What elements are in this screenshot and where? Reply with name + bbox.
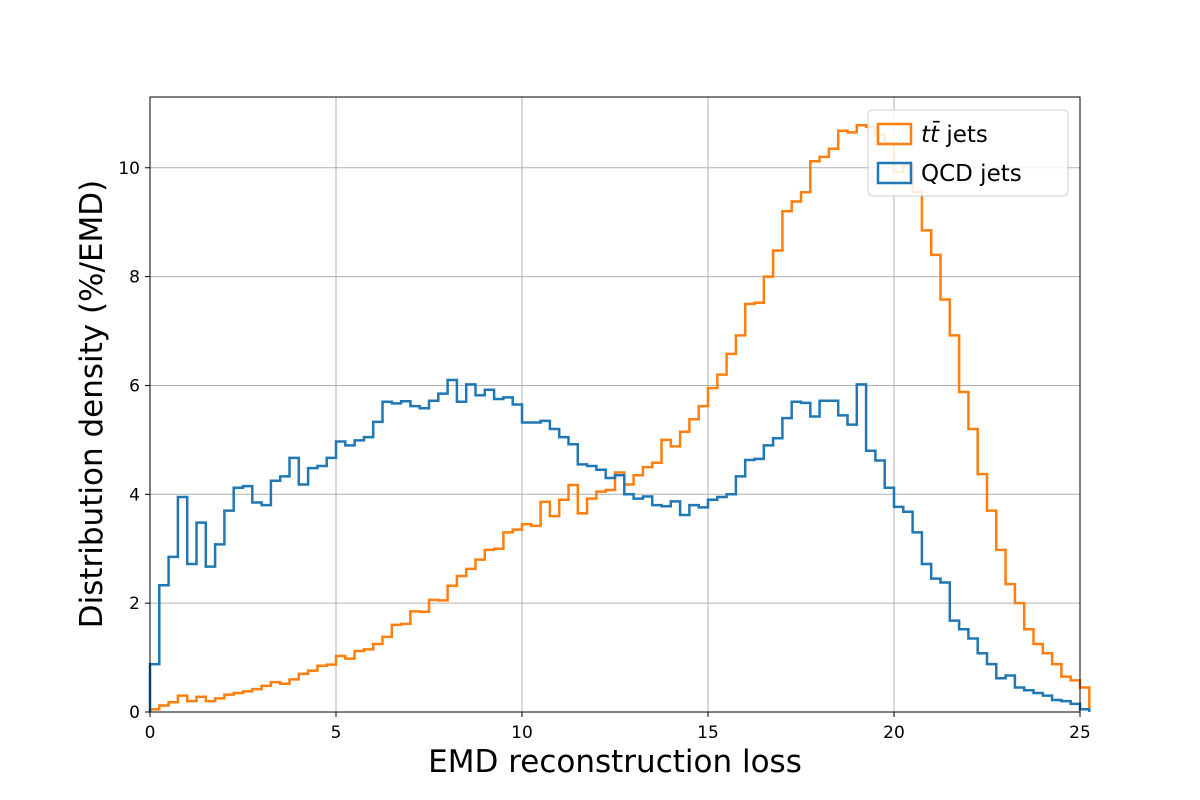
x-tick-label: 5: [331, 723, 342, 743]
legend-label-tt-jets: tt̄ jets: [921, 120, 988, 148]
x-tick-label: 25: [1069, 723, 1091, 743]
x-tick-label: 20: [883, 723, 905, 743]
legend-box: [867, 109, 1069, 197]
legend-label-tt-suffix: jets: [939, 122, 988, 148]
series-step-tt-jets: [148, 124, 1091, 712]
legend: tt̄ jets QCD jets: [867, 109, 1069, 197]
x-axis-title: EMD reconstruction loss: [428, 744, 802, 780]
x-tick-label: 10: [511, 723, 533, 743]
y-tick-label: 8: [129, 268, 140, 288]
plot-area: [150, 97, 1080, 712]
y-tick-label: 0: [129, 703, 140, 723]
legend-swatch-qcd-jets: [876, 161, 913, 185]
y-tick-label: 4: [129, 485, 140, 505]
x-tick-label: 0: [145, 723, 156, 743]
plot-frame: [149, 96, 1081, 713]
series-layer: [148, 124, 1091, 712]
ticks: 0 5 10 15 20 25 0 2 4 6 8 10: [118, 159, 1090, 743]
y-tick-label: 6: [129, 376, 140, 396]
legend-label-tt-main: tt̄: [921, 120, 940, 148]
x-tick-label: 15: [697, 723, 719, 743]
y-tick-label: 2: [129, 594, 140, 614]
legend-swatch-tt-jets: [876, 122, 913, 146]
legend-label-qcd-jets: QCD jets: [921, 161, 1022, 187]
y-tick-label: 10: [118, 159, 140, 179]
y-axis-title: Distribution density (%/EMD): [74, 180, 110, 629]
series-step-qcd-jets: [148, 378, 1091, 712]
